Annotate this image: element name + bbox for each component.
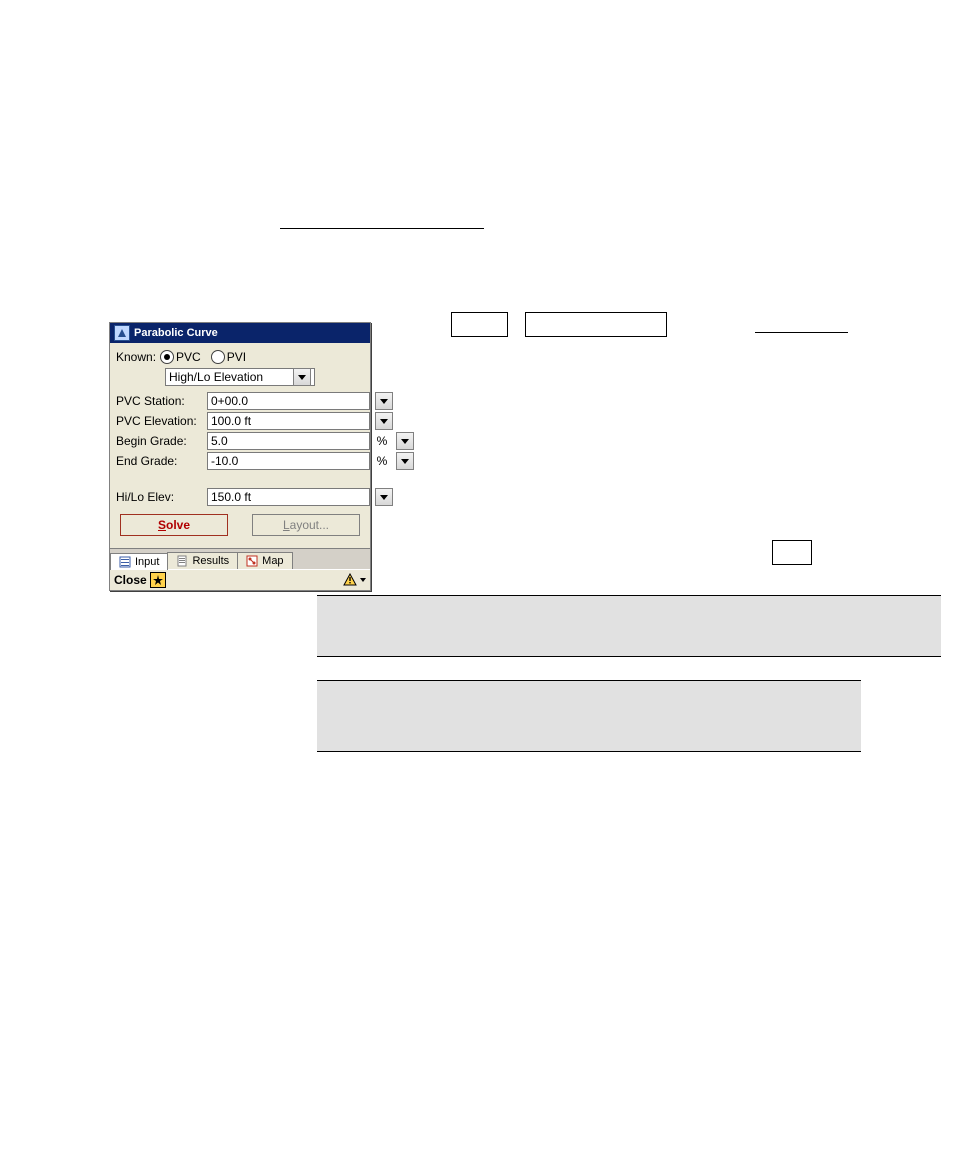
warning-icon: [343, 573, 357, 587]
close-button[interactable]: Close: [114, 572, 166, 588]
placeholder-box-3: [772, 540, 812, 565]
form-gap: [116, 472, 364, 486]
label-hilo-elev: Hi/Lo Elev:: [116, 490, 204, 504]
button-row: Solve Layout...: [120, 514, 360, 536]
page: Parabolic Curve Known: PVC PVI High/Lo E…: [0, 0, 954, 1159]
underline-rule: [755, 332, 848, 333]
input-pvc-elevation[interactable]: [207, 412, 370, 430]
solve-button-rest: olve: [166, 518, 190, 532]
input-end-grade[interactable]: [207, 452, 370, 470]
app-icon: [114, 325, 130, 341]
layout-button-mnemonic: L: [283, 518, 290, 532]
row-end-grade: End Grade: %: [116, 452, 364, 470]
titlebar[interactable]: Parabolic Curve: [110, 323, 370, 343]
tab-results[interactable]: Results: [167, 552, 238, 569]
tab-input-label: Input: [135, 556, 159, 568]
form-icon: [119, 556, 131, 568]
sheet-icon: [176, 555, 188, 567]
section-rule: [280, 228, 484, 229]
client-area: Known: PVC PVI High/Lo Elevation: [110, 343, 370, 548]
dropdown-begin-grade[interactable]: [396, 432, 414, 450]
window-title: Parabolic Curve: [134, 327, 218, 339]
input-hilo-elev[interactable]: [207, 488, 370, 506]
chevron-down-icon: [293, 368, 311, 386]
dropdown-end-grade[interactable]: [396, 452, 414, 470]
mode-combo-text: High/Lo Elevation: [169, 370, 291, 384]
shaded-strip-1: [317, 595, 941, 657]
status-right: [343, 573, 366, 587]
layout-button[interactable]: Layout...: [252, 514, 360, 536]
mode-row: High/Lo Elevation: [116, 368, 364, 386]
row-hilo-elev: Hi/Lo Elev:: [116, 488, 364, 506]
solve-button-mnemonic: S: [158, 518, 166, 532]
radio-pvc[interactable]: PVC: [160, 350, 201, 364]
unit-begin-grade: %: [373, 434, 391, 448]
shaded-strip-2: [317, 680, 861, 752]
label-pvc-elevation: PVC Elevation:: [116, 414, 204, 428]
input-begin-grade[interactable]: [207, 432, 370, 450]
mode-combo[interactable]: High/Lo Elevation: [165, 368, 315, 386]
label-pvc-station: PVC Station:: [116, 394, 204, 408]
placeholder-box-2: [525, 312, 667, 337]
layout-button-rest: ayout...: [290, 518, 329, 532]
radio-pvi-label: PVI: [227, 350, 246, 364]
tab-map[interactable]: Map: [237, 552, 292, 569]
label-begin-grade: Begin Grade:: [116, 434, 204, 448]
input-pvc-station[interactable]: [207, 392, 370, 410]
form-grid: PVC Station: PVC Elevation: Begin Grade:…: [116, 392, 364, 506]
star-icon: [150, 572, 166, 588]
close-label: Close: [114, 573, 147, 587]
chevron-down-icon: [360, 578, 366, 582]
parabolic-curve-window: Parabolic Curve Known: PVC PVI High/Lo E…: [109, 322, 371, 591]
map-icon: [246, 555, 258, 567]
label-end-grade: End Grade:: [116, 454, 204, 468]
known-label: Known:: [116, 350, 156, 364]
row-begin-grade: Begin Grade: %: [116, 432, 364, 450]
tab-input[interactable]: Input: [110, 553, 168, 570]
dropdown-hilo-elev[interactable]: [375, 488, 393, 506]
statusbar: Close: [110, 569, 370, 590]
tab-map-label: Map: [262, 555, 283, 567]
tabstrip: Input Results Map: [110, 548, 370, 569]
placeholder-box-1: [451, 312, 508, 337]
dropdown-pvc-station[interactable]: [375, 392, 393, 410]
row-pvc-elevation: PVC Elevation:: [116, 412, 364, 430]
row-pvc-station: PVC Station:: [116, 392, 364, 410]
solve-button[interactable]: Solve: [120, 514, 228, 536]
known-row: Known: PVC PVI: [116, 350, 364, 364]
unit-end-grade: %: [373, 454, 391, 468]
tab-results-label: Results: [192, 555, 229, 567]
radio-pvi[interactable]: PVI: [211, 350, 246, 364]
dropdown-pvc-elevation[interactable]: [375, 412, 393, 430]
radio-pvc-label: PVC: [176, 350, 201, 364]
